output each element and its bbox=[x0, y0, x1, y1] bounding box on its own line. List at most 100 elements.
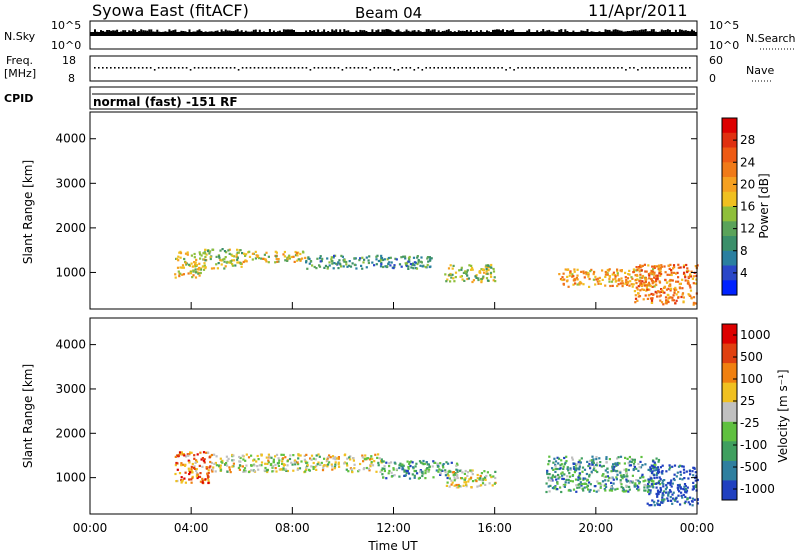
data-cell bbox=[241, 465, 244, 468]
data-cell bbox=[604, 483, 607, 486]
data-cell bbox=[639, 460, 642, 463]
data-cell bbox=[633, 484, 636, 487]
data-cell bbox=[228, 261, 231, 264]
data-cell bbox=[636, 484, 639, 487]
data-cell bbox=[629, 280, 632, 283]
data-cell bbox=[196, 476, 199, 480]
data-cell bbox=[341, 255, 344, 258]
data-cell bbox=[691, 504, 694, 507]
data-cell bbox=[611, 469, 614, 472]
data-cell bbox=[211, 468, 214, 471]
data-cell bbox=[371, 457, 374, 460]
data-cell bbox=[319, 255, 322, 258]
data-cell bbox=[190, 468, 193, 471]
data-cell bbox=[686, 270, 689, 274]
data-cell bbox=[187, 272, 190, 275]
data-cell bbox=[644, 483, 647, 487]
data-cell bbox=[280, 453, 283, 456]
data-cell bbox=[653, 474, 656, 477]
data-cell bbox=[348, 260, 351, 263]
data-cell bbox=[572, 283, 575, 286]
beam-title: Beam 04 bbox=[355, 4, 422, 22]
data-cell bbox=[589, 483, 592, 486]
data-cell bbox=[282, 453, 285, 456]
data-cell bbox=[190, 262, 193, 265]
data-cell bbox=[647, 482, 650, 486]
data-cell bbox=[238, 468, 241, 471]
data-cell bbox=[597, 282, 600, 285]
data-cell bbox=[367, 261, 370, 265]
colorbar-tick-label: 8 bbox=[740, 244, 748, 258]
data-cell bbox=[295, 251, 298, 255]
data-cell bbox=[590, 459, 593, 462]
freq-sample bbox=[321, 67, 324, 69]
data-cell bbox=[637, 486, 640, 489]
data-cell bbox=[620, 277, 623, 280]
data-cell bbox=[664, 271, 667, 274]
data-cell bbox=[608, 476, 611, 479]
data-cell bbox=[648, 478, 651, 481]
data-cell bbox=[577, 478, 580, 482]
data-cell bbox=[569, 270, 572, 273]
data-cell bbox=[298, 258, 301, 261]
data-cell bbox=[227, 249, 230, 252]
data-cell bbox=[334, 461, 337, 464]
freq-sample bbox=[497, 67, 499, 69]
data-cell bbox=[639, 466, 643, 469]
colorbar-segment bbox=[722, 250, 737, 267]
data-cell bbox=[692, 485, 695, 488]
data-cell bbox=[681, 478, 684, 481]
data-cell bbox=[182, 273, 185, 276]
data-cell bbox=[389, 256, 392, 259]
freq-sample bbox=[561, 67, 563, 69]
data-cell bbox=[644, 489, 647, 492]
data-cell bbox=[675, 288, 678, 291]
data-cell bbox=[635, 273, 638, 277]
data-cell bbox=[657, 470, 660, 474]
data-cell bbox=[450, 461, 453, 464]
data-cell bbox=[242, 458, 245, 461]
data-cell bbox=[229, 261, 232, 264]
data-cell bbox=[448, 477, 451, 480]
freq-sample bbox=[185, 67, 188, 69]
data-cell bbox=[371, 261, 374, 264]
data-cell bbox=[228, 248, 231, 251]
data-cell bbox=[655, 492, 658, 495]
data-cell bbox=[353, 463, 356, 466]
data-cell bbox=[617, 456, 620, 459]
freq-sample bbox=[153, 69, 156, 71]
data-cell bbox=[424, 472, 427, 475]
data-cell bbox=[582, 272, 585, 275]
data-cell bbox=[363, 258, 366, 261]
data-cell bbox=[616, 270, 619, 273]
data-cell bbox=[667, 297, 670, 300]
freq-sample bbox=[421, 69, 424, 71]
data-cell bbox=[680, 487, 683, 490]
data-cell bbox=[615, 279, 618, 282]
data-cell bbox=[200, 458, 203, 461]
data-cell bbox=[651, 280, 654, 284]
data-cell bbox=[277, 260, 280, 263]
data-cell bbox=[654, 482, 658, 485]
data-cell bbox=[277, 258, 280, 261]
data-cell bbox=[343, 454, 346, 457]
data-cell bbox=[606, 467, 609, 470]
freq-sample bbox=[281, 67, 284, 69]
freq-sample bbox=[118, 67, 120, 69]
data-cell bbox=[660, 501, 663, 504]
data-cell bbox=[180, 462, 183, 465]
data-cell bbox=[585, 478, 588, 481]
data-cell bbox=[632, 268, 635, 271]
data-cell bbox=[641, 280, 644, 283]
data-cell bbox=[557, 473, 560, 477]
data-cell bbox=[388, 465, 391, 468]
data-cell bbox=[184, 463, 187, 466]
data-cell bbox=[240, 265, 243, 268]
freq-sample bbox=[625, 69, 627, 71]
noise-right-top: 10^5 bbox=[709, 19, 739, 32]
data-cell bbox=[677, 280, 680, 283]
data-cell bbox=[289, 454, 292, 457]
data-cell bbox=[572, 462, 575, 466]
data-cell bbox=[572, 488, 576, 491]
